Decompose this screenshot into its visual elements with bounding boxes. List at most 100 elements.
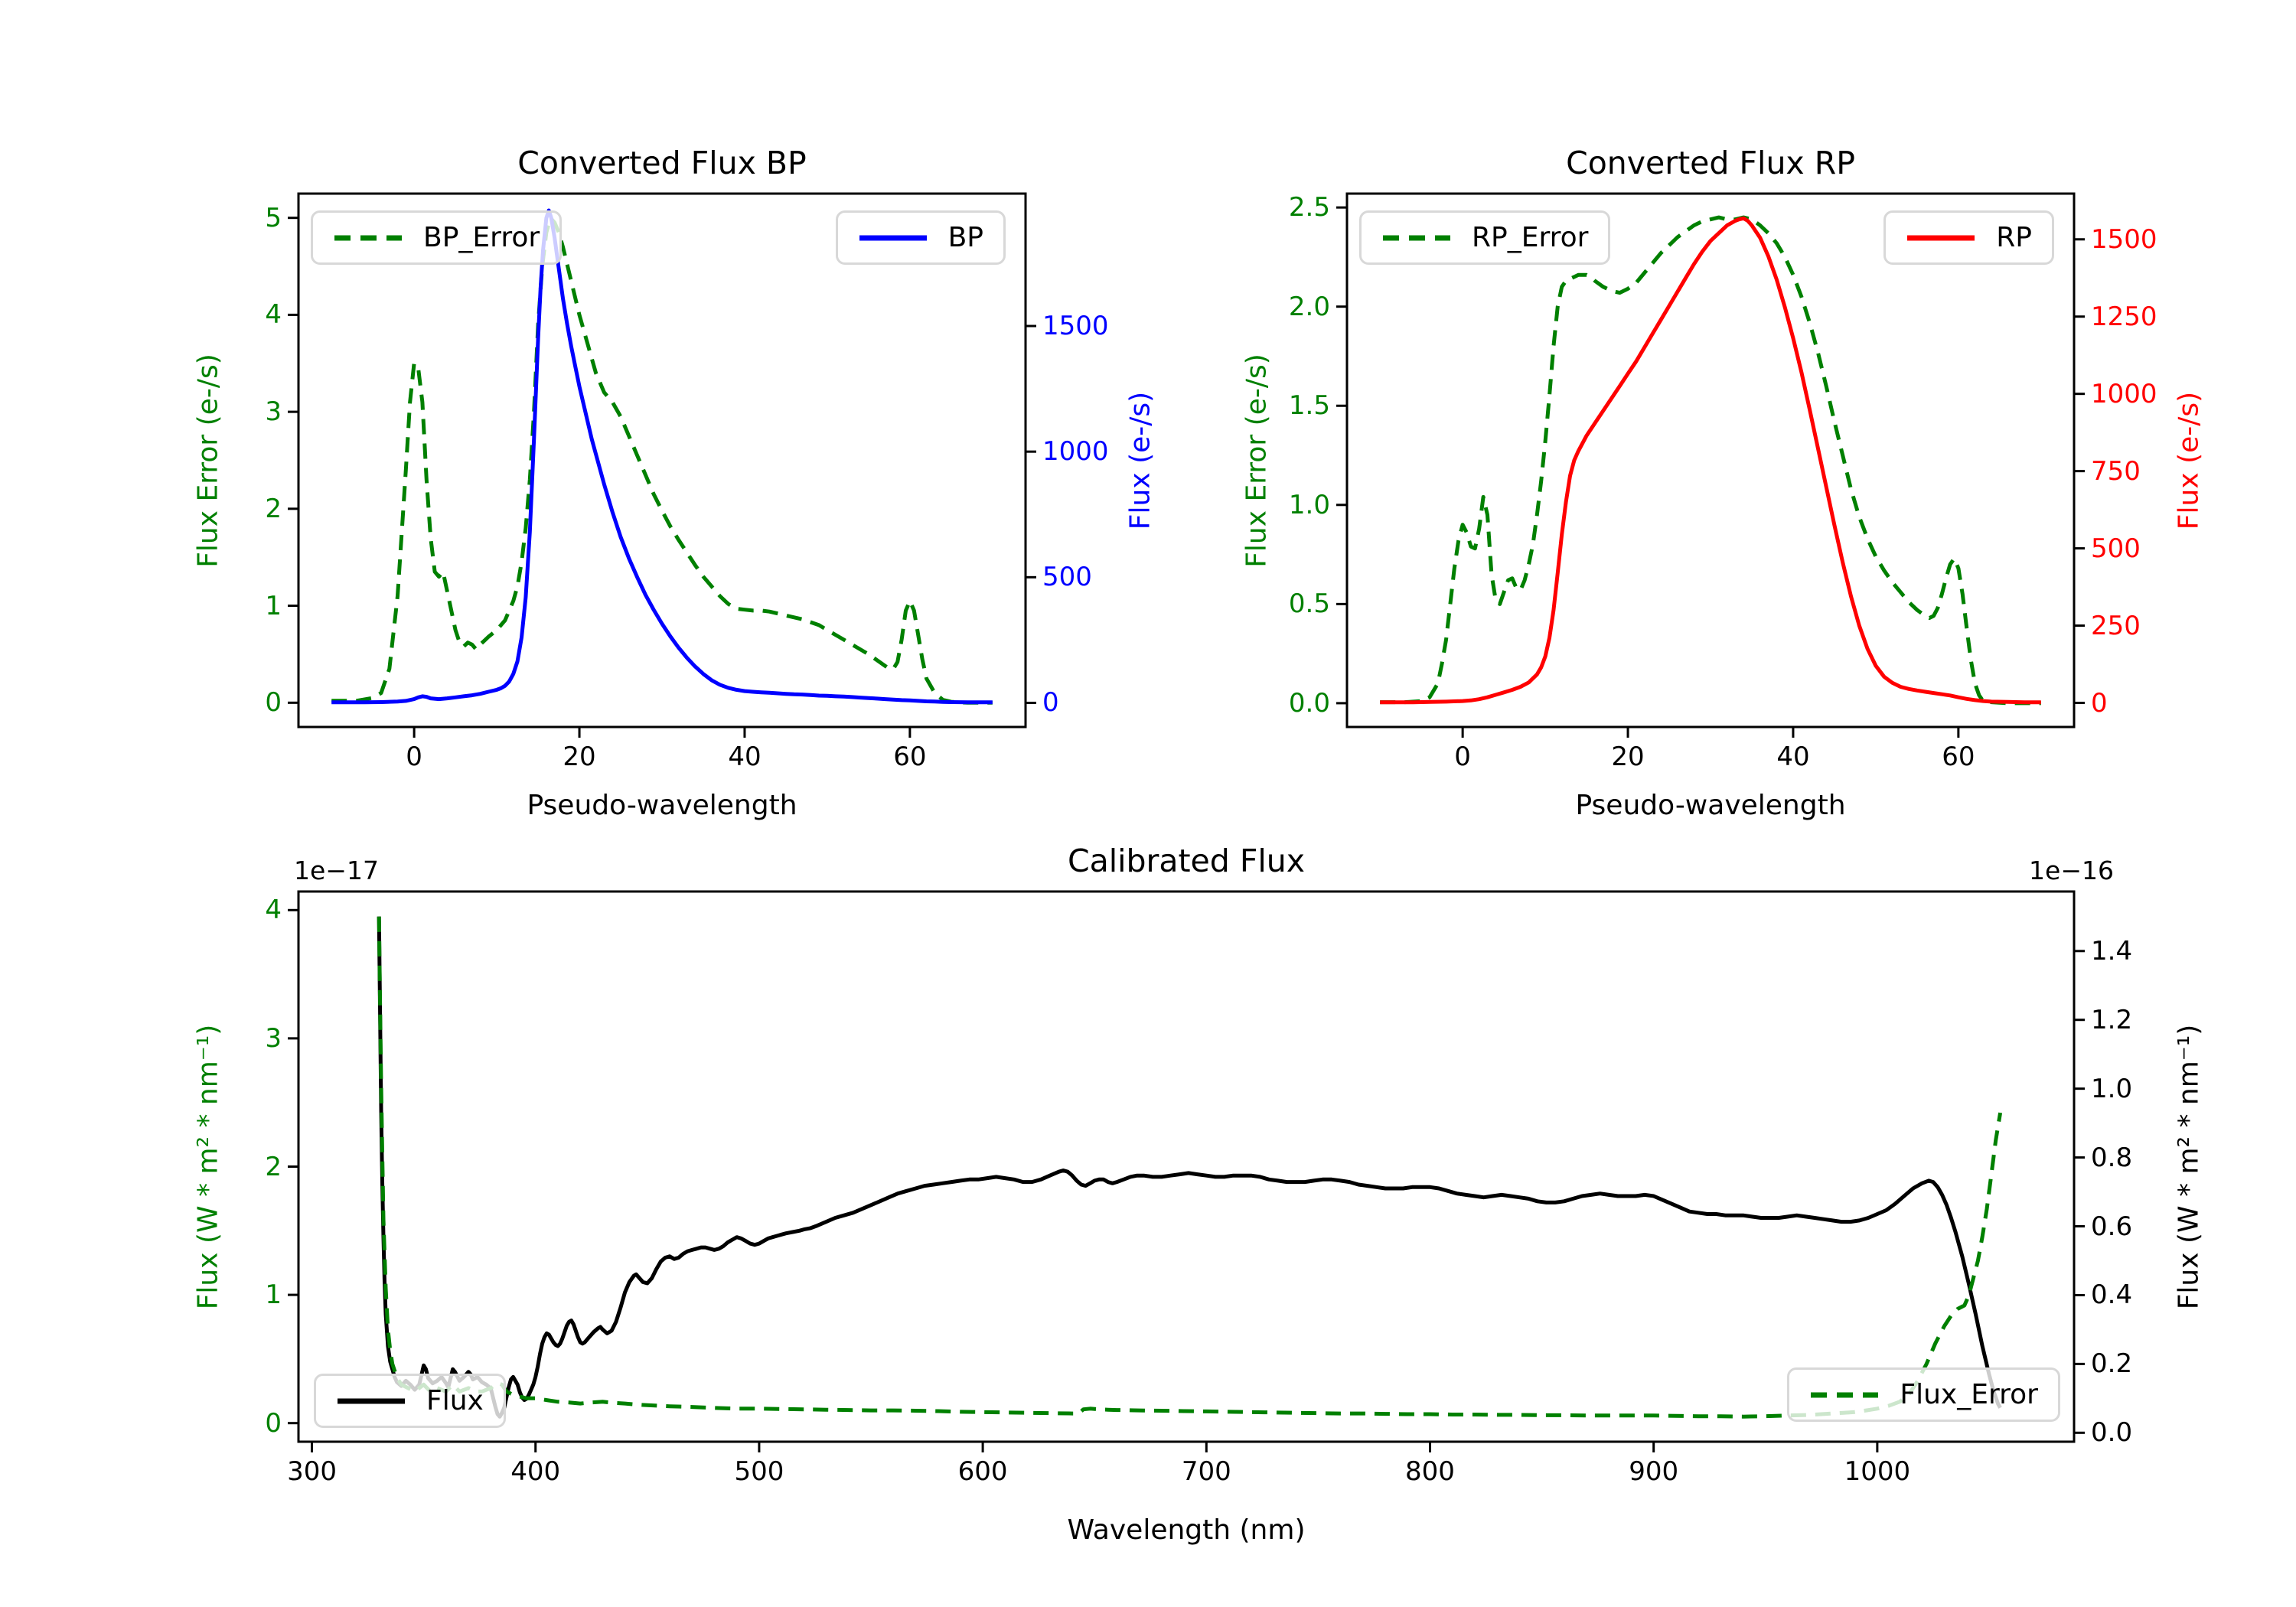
- chart-panel-converted-flux-rp: Converted Flux RP Pseudo-wavelength Flux…: [1241, 145, 2205, 821]
- y-right-tick-label: 1250: [2091, 301, 2157, 332]
- y-left-tick-label: 0.5: [1288, 588, 1330, 620]
- x-tick-label: 400: [510, 1456, 561, 1487]
- legend-rp: RP: [1883, 210, 2054, 265]
- legend-line-sample-icon: [859, 235, 927, 240]
- y-left-tick-label: 2.5: [1288, 192, 1330, 223]
- y-left-tick-label: 4: [265, 299, 282, 331]
- y-left-tick-label: 3: [265, 396, 282, 428]
- x-tick-label: 60: [1942, 742, 1975, 772]
- axis-offset-left: 1e−17: [294, 856, 379, 885]
- y-left-tick-label: 2: [265, 493, 282, 524]
- y-axis-label-left: Flux Error (e-/s): [1241, 353, 1273, 568]
- legend-label: BP: [947, 222, 983, 253]
- series-line-BP: [331, 208, 993, 705]
- x-tick-label: 60: [893, 742, 927, 772]
- y-right-tick-label: 0.2: [2091, 1348, 2133, 1380]
- axes-spines: [297, 192, 1027, 729]
- y-right-tick-label: 0.8: [2091, 1142, 2133, 1173]
- y-left-tick-label: 4: [265, 895, 282, 926]
- y-right-tick-label: 1.2: [2091, 1004, 2133, 1035]
- chart-panel-calibrated-flux: Calibrated Flux 1e−17 1e−16 Wavelength (…: [193, 843, 2205, 1546]
- x-axis-label: Wavelength (nm): [1067, 1514, 1306, 1546]
- y-left-tick-label: 1.5: [1288, 390, 1330, 422]
- y-axis-label-right: Flux (W * m² * nm⁻¹): [2173, 1024, 2205, 1309]
- legend-label: Flux: [426, 1385, 484, 1416]
- legend-label: BP_Error: [423, 222, 540, 253]
- plot-area: [288, 192, 1036, 738]
- series-line-Flux: [377, 916, 2002, 1419]
- chart-panel-converted-flux-bp: Converted Flux BP Pseudo-wavelength Flux…: [193, 145, 1156, 821]
- axes-spines: [1345, 192, 2076, 729]
- legend-flux-error: Flux_Error: [1787, 1367, 2060, 1422]
- x-tick-label: 20: [1611, 742, 1645, 772]
- x-axis-label: Pseudo-wavelength: [1575, 790, 1846, 821]
- y-left-tick-label: 0: [265, 1407, 282, 1439]
- y-left-tick-label: 5: [265, 202, 282, 233]
- y-axis-label-right: Flux (e-/s): [2173, 391, 2205, 530]
- x-tick-label: 0: [406, 742, 422, 772]
- x-tick-label: 900: [1629, 1456, 1679, 1487]
- plot-area: [288, 890, 2085, 1452]
- x-tick-label: 40: [728, 742, 762, 772]
- y-left-tick-label: 3: [265, 1022, 282, 1054]
- x-tick-label: 40: [1776, 742, 1810, 772]
- y-right-tick-label: 0.4: [2091, 1279, 2133, 1311]
- y-left-tick-label: 1: [265, 590, 282, 621]
- x-tick-label: 700: [1181, 1456, 1231, 1487]
- legend-rp-error: RP_Error: [1359, 210, 1611, 265]
- legend-label: RP: [1996, 222, 2032, 253]
- legend-line-sample-icon: [334, 235, 402, 240]
- y-right-tick-label: 1000: [1042, 436, 1109, 468]
- y-left-tick-label: 1.0: [1288, 489, 1330, 520]
- x-tick-label: 600: [957, 1456, 1008, 1487]
- y-left-tick-label: 2: [265, 1151, 282, 1182]
- y-right-tick-label: 750: [2091, 455, 2141, 487]
- legend-flux: Flux: [314, 1374, 506, 1428]
- y-right-tick-label: 500: [2091, 533, 2141, 564]
- legend-label: Flux_Error: [1900, 1379, 2038, 1410]
- legend-line-sample-icon: [1383, 235, 1450, 240]
- y-right-tick-label: 1.0: [2091, 1073, 2133, 1104]
- axes-spines: [297, 890, 2076, 1443]
- y-right-tick-label: 0.0: [2091, 1417, 2133, 1449]
- series-line-RP: [1380, 216, 2041, 705]
- chart-title: Calibrated Flux: [1067, 843, 1306, 879]
- x-axis-label: Pseudo-wavelength: [527, 790, 797, 821]
- plot-area: [1336, 192, 2085, 738]
- legend-bp-error: BP_Error: [311, 210, 563, 265]
- y-axis-label-left: Flux (W * m² * nm⁻¹): [192, 1024, 224, 1309]
- y-axis-label-right: Flux (e-/s): [1124, 391, 1156, 530]
- y-right-tick-label: 0: [1042, 687, 1059, 719]
- series-line-BP_Error: [331, 216, 993, 705]
- y-right-tick-label: 1500: [1042, 311, 1109, 342]
- x-tick-label: 1000: [1844, 1456, 1911, 1487]
- chart-title: Converted Flux BP: [517, 145, 807, 181]
- axis-offset-right: 1e−16: [2029, 856, 2114, 885]
- x-tick-label: 500: [734, 1456, 784, 1487]
- y-left-tick-label: 2.0: [1288, 291, 1330, 322]
- y-left-tick-label: 0: [265, 687, 282, 719]
- x-tick-label: 0: [1454, 742, 1471, 772]
- y-right-tick-label: 0: [2091, 687, 2108, 719]
- y-axis-label-left: Flux Error (e-/s): [192, 353, 224, 568]
- y-right-tick-label: 1000: [2091, 378, 2157, 409]
- legend-line-sample-icon: [338, 1398, 405, 1403]
- series-line-RP_Error: [1380, 215, 2041, 706]
- x-tick-label: 20: [563, 742, 596, 772]
- y-right-tick-label: 1500: [2091, 223, 2157, 255]
- y-right-tick-label: 0.6: [2091, 1211, 2133, 1242]
- legend-line-sample-icon: [1907, 235, 1975, 240]
- y-right-tick-label: 250: [2091, 610, 2141, 641]
- legend-bp: BP: [835, 210, 1006, 265]
- series-line-Flux_Error: [377, 916, 2003, 1419]
- x-tick-label: 300: [287, 1456, 337, 1487]
- y-left-tick-label: 1: [265, 1279, 282, 1311]
- legend-line-sample-icon: [1811, 1392, 1879, 1397]
- x-tick-label: 800: [1405, 1456, 1455, 1487]
- y-right-tick-label: 500: [1042, 562, 1092, 593]
- y-right-tick-label: 1.4: [2091, 935, 2133, 966]
- chart-title: Converted Flux RP: [1566, 145, 1855, 181]
- legend-label: RP_Error: [1472, 222, 1589, 253]
- y-left-tick-label: 0.0: [1288, 687, 1330, 719]
